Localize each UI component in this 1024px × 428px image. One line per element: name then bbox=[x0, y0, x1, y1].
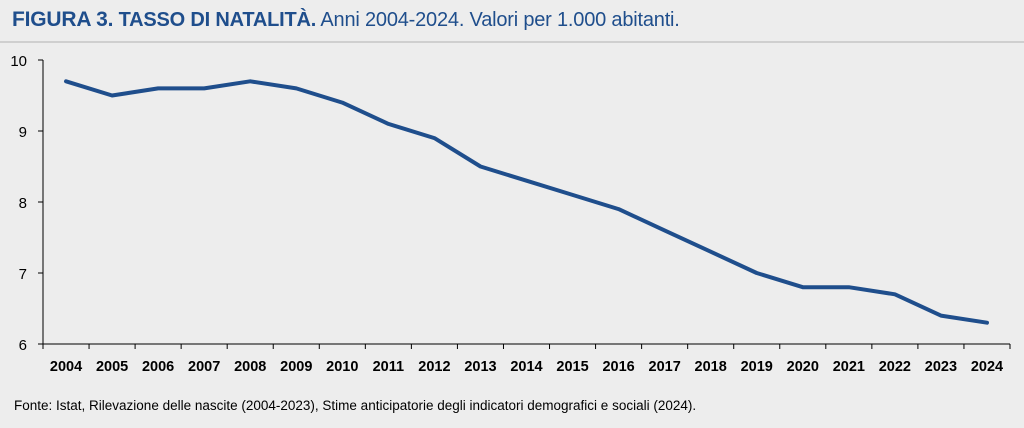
y-tick-label: 6 bbox=[19, 337, 27, 354]
x-tick-label: 2020 bbox=[787, 359, 819, 375]
x-tick-label: 2016 bbox=[602, 359, 634, 375]
x-tick-label: 2008 bbox=[234, 359, 266, 375]
x-tick-label: 2015 bbox=[556, 359, 588, 375]
y-tick-label: 10 bbox=[10, 53, 27, 70]
x-tick-label: 2013 bbox=[464, 359, 496, 375]
x-tick-label: 2019 bbox=[741, 359, 773, 375]
chart-main-title: TASSO DI NATALITÀ. bbox=[118, 9, 317, 31]
chart-area: 6 7 8 9 10 2004 2005 2006 2007 2008 2009 2010 2011 20… bbox=[0, 48, 1024, 388]
chart-subtitle: Anni 2004-2024. Valori per 1.000 abitant… bbox=[320, 9, 680, 31]
x-tick-label: 2021 bbox=[833, 359, 865, 375]
x-tick-label: 2007 bbox=[188, 359, 220, 375]
x-tick-label: 2018 bbox=[695, 359, 727, 375]
x-tick-label: 2005 bbox=[96, 359, 128, 375]
x-tick-label: 2011 bbox=[373, 359, 404, 375]
x-tick-label: 2012 bbox=[418, 359, 450, 375]
y-tick-label: 7 bbox=[19, 266, 27, 283]
x-tick-label: 2022 bbox=[879, 359, 911, 375]
x-tick-label: 2006 bbox=[142, 359, 174, 375]
y-tick-label: 9 bbox=[19, 124, 27, 141]
line-chart: 6 7 8 9 10 2004 2005 2006 2007 2008 2009 2010 2011 20… bbox=[10, 53, 1011, 375]
title-divider bbox=[0, 41, 1024, 43]
x-tick-label: 2010 bbox=[326, 359, 358, 375]
x-tick-label: 2024 bbox=[971, 359, 1003, 375]
y-tick-label: 8 bbox=[19, 195, 27, 212]
source-note: Fonte: Istat, Rilevazione delle nascite … bbox=[14, 398, 697, 413]
x-tick-label: 2014 bbox=[510, 359, 542, 375]
x-tick-label: 2017 bbox=[649, 359, 681, 375]
chart-title: FIGURA 3. TASSO DI NATALITÀ. Anni 2004-2… bbox=[12, 8, 680, 32]
x-tick-label: 2004 bbox=[50, 359, 82, 375]
x-tick-label: 2023 bbox=[925, 359, 957, 375]
figure-label: FIGURA 3. bbox=[12, 8, 114, 31]
x-tick-label: 2009 bbox=[280, 359, 312, 375]
series-line bbox=[64, 79, 989, 325]
